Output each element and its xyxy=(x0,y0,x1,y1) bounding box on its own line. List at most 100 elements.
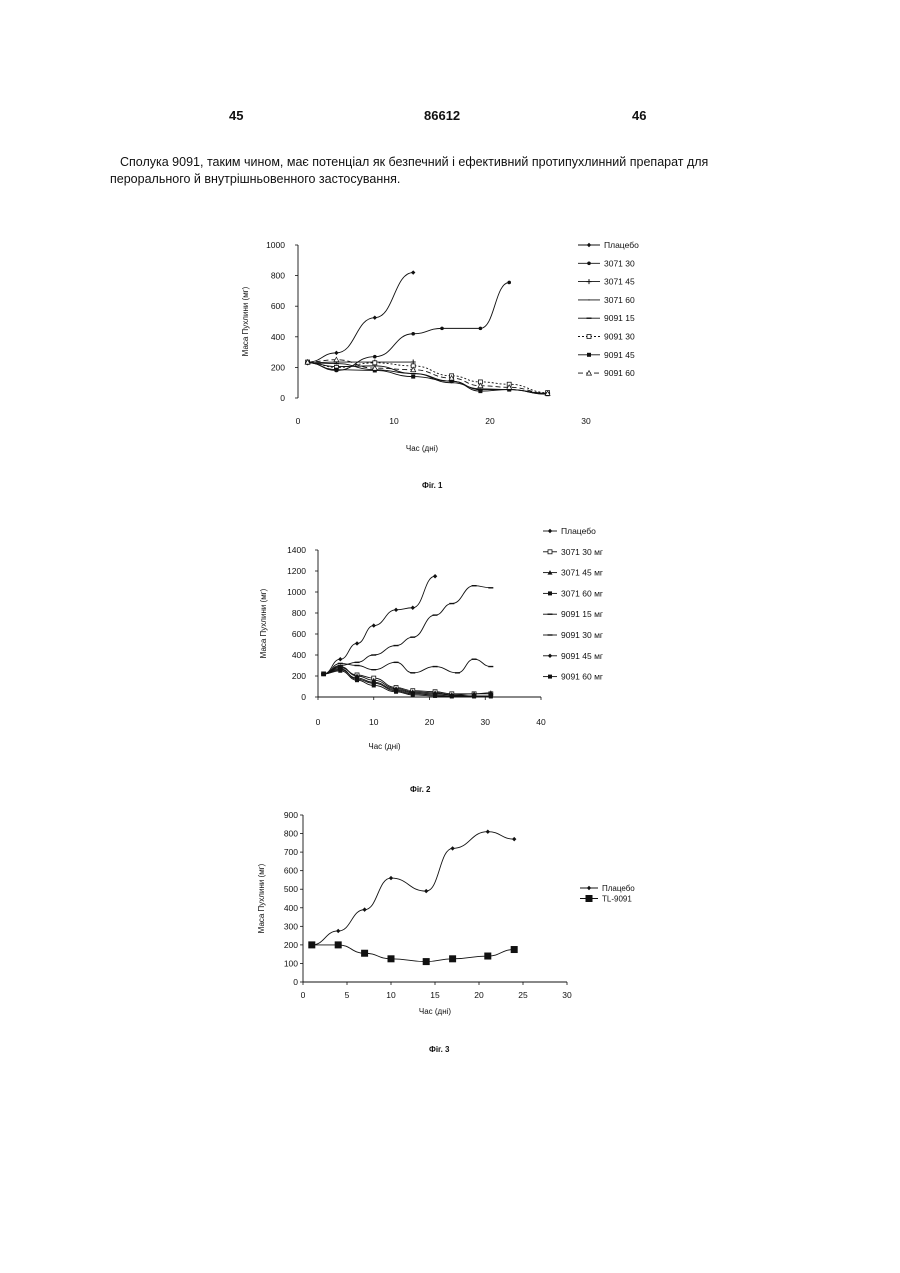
patent-number: 86612 xyxy=(424,108,460,123)
legend-marker xyxy=(548,675,552,679)
legend-label: 3071 45 xyxy=(604,277,635,287)
legend: Плацебо3071 303071 453071 609091 159091 … xyxy=(578,240,639,378)
x-tick-label: 30 xyxy=(562,990,572,1000)
data-point xyxy=(334,357,339,362)
legend-label: TL-9091 xyxy=(602,895,632,904)
data-point xyxy=(411,364,415,368)
legend-label: 9091 60 xyxy=(604,368,635,378)
legend-marker xyxy=(587,371,592,376)
y-tick-label: 200 xyxy=(271,362,285,372)
series-line xyxy=(308,362,414,363)
data-point xyxy=(373,355,377,359)
data-point xyxy=(507,382,511,386)
data-point xyxy=(305,360,309,364)
data-point xyxy=(413,373,414,374)
series-line xyxy=(324,670,491,696)
x-axis-label: Час (дні) xyxy=(406,444,439,453)
legend-marker xyxy=(548,529,552,533)
series-1 xyxy=(305,270,415,364)
x-axis-label: Час (дні) xyxy=(419,1007,452,1016)
legend-marker xyxy=(548,570,553,575)
y-tick-label: 600 xyxy=(271,301,285,311)
legend-label: 9091 45 мг xyxy=(561,651,603,661)
series-line xyxy=(324,586,491,674)
series-5 xyxy=(305,363,550,394)
y-tick-label: 0 xyxy=(293,977,298,987)
y-tick-label: 1200 xyxy=(287,566,306,576)
series-line xyxy=(324,667,491,695)
x-tick-label: 20 xyxy=(474,990,484,1000)
data-point xyxy=(338,657,342,661)
x-tick-label: 10 xyxy=(389,416,399,426)
legend-label: 9091 45 xyxy=(604,350,635,360)
data-point xyxy=(450,374,454,378)
data-point xyxy=(411,332,415,336)
data-point xyxy=(484,953,491,960)
data-point xyxy=(489,694,493,698)
data-point xyxy=(547,394,548,395)
legend-marker xyxy=(548,550,552,554)
x-tick-label: 20 xyxy=(485,416,495,426)
data-point xyxy=(410,689,415,694)
x-tick-label: 0 xyxy=(301,990,306,1000)
legend-marker xyxy=(586,895,593,902)
data-point xyxy=(507,388,511,392)
data-point xyxy=(362,907,366,911)
data-point xyxy=(371,678,376,683)
series-line xyxy=(324,669,491,696)
data-point xyxy=(480,388,481,389)
data-point xyxy=(355,641,359,645)
data-point xyxy=(334,368,338,372)
data-point xyxy=(451,382,452,383)
series-line xyxy=(308,362,548,393)
data-point xyxy=(411,689,415,693)
series-line xyxy=(308,273,414,363)
legend-label: 9091 60 мг xyxy=(561,672,603,682)
data-point xyxy=(321,672,325,676)
data-point xyxy=(334,351,338,355)
y-tick-label: 0 xyxy=(280,393,285,403)
data-point xyxy=(545,391,550,396)
data-point xyxy=(472,694,476,698)
data-point xyxy=(478,383,483,388)
data-point xyxy=(411,691,415,695)
x-tick-label: 0 xyxy=(316,717,321,727)
y-tick-label: 1400 xyxy=(287,545,306,555)
data-point xyxy=(321,671,326,676)
legend-label: 3071 30 xyxy=(604,258,635,268)
series-8 xyxy=(322,669,493,699)
data-point xyxy=(411,606,415,610)
data-point xyxy=(355,677,359,681)
data-point xyxy=(450,846,454,850)
data-point xyxy=(411,360,416,365)
legend-label: Плацебо xyxy=(604,240,639,250)
data-point xyxy=(394,608,398,612)
data-point xyxy=(507,385,512,390)
data-point xyxy=(433,574,437,578)
data-point xyxy=(450,694,454,698)
x-tick-label: 20 xyxy=(425,717,435,727)
data-point xyxy=(394,686,398,690)
data-point xyxy=(489,694,493,698)
data-point xyxy=(336,929,340,933)
data-point xyxy=(546,391,550,395)
data-point xyxy=(433,690,438,695)
y-tick-label: 800 xyxy=(292,608,306,618)
x-tick-label: 0 xyxy=(296,416,301,426)
data-point xyxy=(489,692,493,696)
data-point xyxy=(394,689,398,693)
x-tick-label: 15 xyxy=(430,990,440,1000)
legend-label: 9091 30 xyxy=(604,332,635,342)
y-tick-label: 800 xyxy=(284,829,298,839)
series-7 xyxy=(306,361,550,396)
data-point xyxy=(449,692,454,697)
data-point xyxy=(489,694,493,698)
data-point xyxy=(411,692,415,696)
y-tick-label: 1000 xyxy=(266,240,285,250)
data-point xyxy=(488,690,493,695)
x-tick-label: 30 xyxy=(581,416,591,426)
data-point xyxy=(373,368,377,372)
data-point xyxy=(338,668,342,672)
data-point xyxy=(423,958,430,965)
